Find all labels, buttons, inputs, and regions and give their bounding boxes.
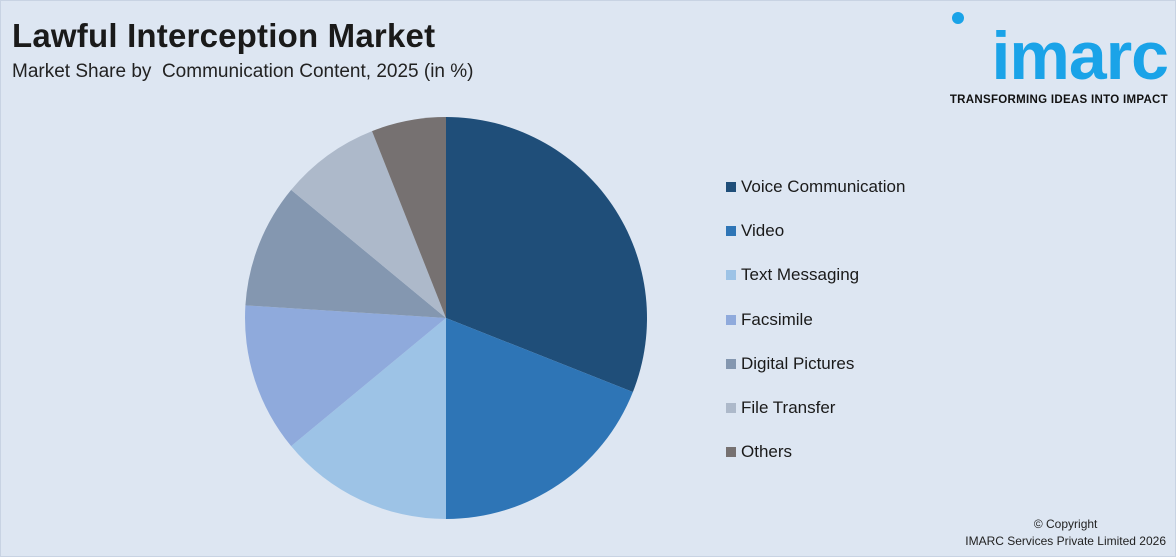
legend-item-voice-communication: Voice Communication <box>726 176 905 198</box>
copyright-notice: © Copyright IMARC Services Private Limit… <box>965 516 1166 550</box>
legend-label: Text Messaging <box>741 265 860 285</box>
legend-label: Voice Communication <box>741 177 906 196</box>
chart-subtitle: Market Share by Communication Content, 2… <box>12 61 474 82</box>
pie-slice-file-transfer <box>291 131 446 318</box>
pie-slice-video <box>446 318 633 519</box>
copyright-company: IMARC Services Private Limited 2026 <box>965 534 1166 548</box>
imarc-logo: imarc TRANSFORMING IDEAS INTO IMPACT <box>946 12 1169 112</box>
legend-swatch <box>726 226 736 237</box>
logo-wordmark: imarc <box>991 18 1169 94</box>
legend-item-file-transfer: File Transfer <box>726 397 835 419</box>
legend-label: Facsimile <box>741 309 813 329</box>
legend-label: Video <box>741 221 785 241</box>
chart-title: Lawful Interception Market <box>12 17 436 54</box>
pie-slice-digital-pictures <box>245 189 446 318</box>
legend-item-video: Video <box>726 220 784 242</box>
logo-tagline: TRANSFORMING IDEAS INTO IMPACT <box>949 94 1168 106</box>
pie-slice-voice-communication <box>446 117 648 392</box>
copyright-line: © Copyright <box>1033 517 1098 531</box>
legend-item-others: Others <box>726 441 792 463</box>
legend-item-text-messaging: Text Messaging <box>726 264 859 286</box>
legend-swatch <box>726 182 736 192</box>
legend-swatch <box>726 314 736 325</box>
legend-swatch <box>726 270 736 281</box>
legend-item-facsimile: Facsimile <box>726 309 813 331</box>
pie-slice-text-messaging <box>291 318 446 519</box>
legend-label: Digital Pictures <box>741 353 855 373</box>
legend-label: File Transfer <box>741 398 836 417</box>
legend-swatch <box>726 403 736 413</box>
legend-item-digital-pictures: Digital Pictures <box>726 353 854 375</box>
pie-slice-facsimile <box>245 305 446 447</box>
legend-label: Others <box>741 442 793 462</box>
logo-dot-icon <box>952 12 964 24</box>
legend-swatch <box>726 358 736 369</box>
legend-swatch <box>726 447 736 458</box>
pie-slice-others <box>372 117 446 318</box>
